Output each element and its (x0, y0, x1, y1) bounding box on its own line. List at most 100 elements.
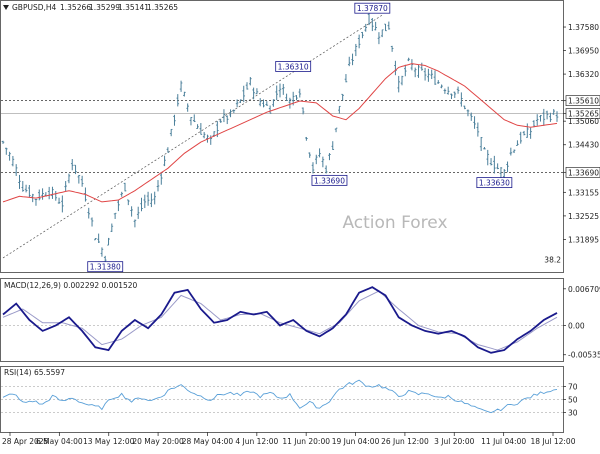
annotation-box (476, 177, 513, 189)
price-bar (318, 148, 321, 158)
price-bar (436, 80, 440, 84)
price-bar (186, 103, 189, 112)
price-annotation: 1.31380 (87, 261, 124, 273)
price-bar (483, 147, 486, 150)
price-bar (516, 140, 519, 146)
price-tick-label: 1.34430 (568, 141, 599, 150)
price-bar (506, 161, 509, 173)
time-tick-label: 19 Jun 04:00 (332, 437, 380, 446)
symbol-label: GBPUSD,H4 (12, 3, 57, 12)
price-bar (479, 136, 483, 152)
price-bar (199, 123, 203, 135)
macd-line (2, 286, 558, 354)
price-bar (347, 56, 351, 67)
price-bar (469, 112, 473, 121)
price-bar (120, 191, 124, 197)
collapse-arrow-icon[interactable] (3, 5, 9, 10)
price-bar (413, 67, 417, 78)
price-tick-label: 1.33690 (568, 168, 599, 177)
price-bar (417, 64, 420, 78)
moving-average-group (2, 63, 558, 203)
price-bar (466, 109, 470, 117)
price-bar (173, 114, 176, 126)
price-bar (235, 99, 239, 108)
price-bar (535, 114, 539, 126)
price-tick-label: 1.36320 (568, 70, 599, 79)
price-bar (189, 117, 193, 126)
fib-label: 38.2 (544, 256, 561, 265)
time-tick-label: 3 Jul 20:00 (434, 437, 474, 446)
price-bar (123, 182, 127, 192)
price-bar (77, 174, 81, 184)
price-bar (11, 155, 15, 167)
price-bar (258, 98, 262, 107)
price-bar (14, 164, 18, 176)
price-bar (54, 191, 58, 201)
annotation-box (87, 261, 124, 273)
price-bar (239, 99, 242, 104)
price-annotation: 1.33690 (311, 174, 348, 186)
price-levels (1, 100, 563, 173)
price-bar (255, 88, 259, 95)
ohlc-low: 1.35141 (118, 3, 149, 12)
price-bar (400, 75, 404, 86)
price-bar (380, 29, 384, 38)
price-tick-label: 1.36950 (568, 47, 599, 56)
macd-layer: 0.006709 0.00 -0.00535 (1, 285, 600, 360)
price-bar (265, 101, 269, 106)
price-bar (278, 83, 282, 98)
price-bar (24, 184, 28, 193)
price-bar (430, 69, 433, 80)
price-bar (519, 131, 523, 144)
price-tick-box (565, 167, 600, 178)
price-bar (225, 115, 229, 125)
price-bar (440, 84, 443, 89)
price-tick-label: 1.35060 (568, 117, 599, 126)
price-bar (555, 111, 559, 122)
price-bar (493, 155, 496, 174)
price-bar (140, 197, 143, 212)
price-bar (70, 159, 74, 171)
price-bar (450, 93, 453, 100)
price-tick-label: 1.35610 (568, 97, 599, 106)
price-bar (427, 68, 430, 82)
price-bar (192, 114, 196, 123)
price-bar (354, 43, 358, 57)
price-bar (529, 127, 532, 139)
price-bar (420, 62, 424, 71)
price-bar (4, 147, 8, 155)
price-bar (169, 128, 173, 137)
price-bar (542, 108, 546, 126)
price-bar (183, 91, 186, 97)
price-bar (361, 31, 364, 39)
time-tick-label: 26 Jun 12:00 (381, 437, 429, 446)
price-bar (321, 156, 325, 168)
price-bar (143, 194, 147, 209)
price-bar (384, 23, 387, 32)
annotation-value: 1.33630 (479, 179, 510, 188)
price-bar (423, 67, 427, 81)
price-bar (394, 60, 397, 76)
price-bar (410, 59, 414, 71)
price-bar (334, 127, 338, 133)
annotation-value: 1.31380 (90, 263, 121, 272)
price-annotation: 1.37870 (354, 2, 391, 14)
watermark: Action Forex (342, 213, 447, 233)
price-bar (146, 191, 150, 206)
price-bar (407, 57, 410, 62)
price-bar (374, 21, 377, 31)
price-bar (328, 153, 331, 161)
rsi-tick-label: 70 (568, 383, 578, 392)
ohlc-close: 1.35265 (147, 3, 178, 12)
price-bar (305, 136, 308, 141)
price-bar (311, 162, 315, 174)
rsi-title: RSI(14) 65.5597 (4, 368, 65, 377)
price-bar (100, 247, 104, 257)
price-header: GBPUSD,H4 1.35266 1.35299 1.35141 1.3526… (3, 3, 178, 12)
annotation-box (275, 61, 312, 72)
price-bar (110, 223, 114, 233)
price-bar (41, 188, 44, 200)
price-bar (136, 206, 140, 219)
price-bar (229, 109, 232, 118)
price-bar (404, 64, 407, 77)
